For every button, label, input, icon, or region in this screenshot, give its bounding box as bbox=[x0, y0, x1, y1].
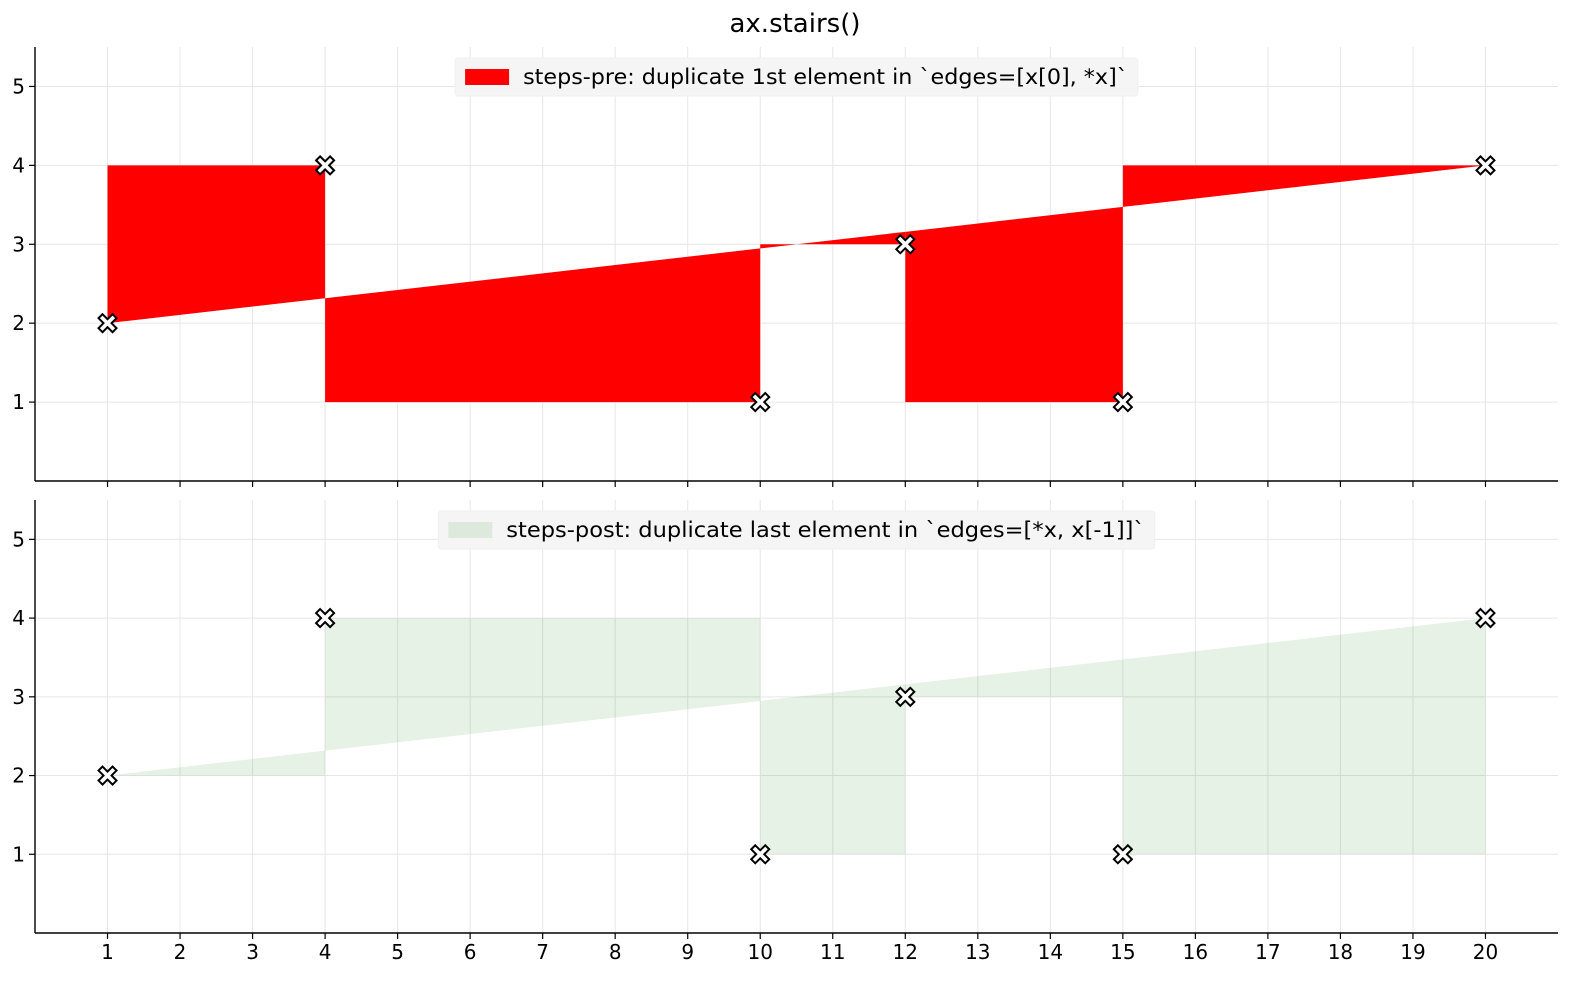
x-tick-label: 9 bbox=[681, 940, 694, 964]
data-markers bbox=[97, 154, 1496, 413]
stair-step bbox=[325, 248, 761, 403]
stair-fills bbox=[107, 618, 1486, 855]
data-point-marker bbox=[1112, 391, 1134, 413]
stair-step bbox=[107, 750, 326, 776]
stair-step bbox=[905, 659, 1123, 697]
data-point-marker bbox=[749, 391, 771, 413]
y-tick-label: 3 bbox=[12, 685, 25, 709]
x-tick-label: 7 bbox=[536, 940, 549, 964]
x-tick-label: 15 bbox=[1110, 940, 1135, 964]
x-tick-label: 4 bbox=[319, 940, 332, 964]
data-point-marker bbox=[1475, 154, 1496, 176]
x-tick-label: 2 bbox=[174, 940, 187, 964]
x-tick-label: 18 bbox=[1328, 940, 1353, 964]
x-tick-label: 1 bbox=[101, 940, 114, 964]
x-tick-label: 13 bbox=[965, 940, 990, 964]
y-tick-label: 2 bbox=[12, 311, 25, 335]
x-tick-label: 6 bbox=[464, 940, 477, 964]
y-tick-label: 5 bbox=[12, 74, 25, 98]
stair-step bbox=[760, 684, 906, 855]
stair-fills bbox=[107, 165, 1486, 403]
x-tick-label: 14 bbox=[1038, 940, 1063, 964]
x-tick-label: 10 bbox=[748, 940, 773, 964]
data-point-marker bbox=[1112, 843, 1134, 865]
legend-box bbox=[454, 57, 1139, 97]
stair-step bbox=[760, 231, 906, 249]
y-tick-label: 1 bbox=[12, 842, 25, 866]
x-tick-label: 5 bbox=[391, 940, 404, 964]
y-tick-label: 1 bbox=[12, 390, 25, 414]
data-point-marker bbox=[894, 686, 916, 708]
legend: steps-pre: duplicate 1st element in `edg… bbox=[454, 57, 1139, 97]
legend-label: steps-pre: duplicate 1st element in `edg… bbox=[523, 65, 1128, 89]
stair-step bbox=[1122, 618, 1486, 855]
data-point-marker bbox=[894, 233, 916, 255]
legend-label: steps-post: duplicate last element in `e… bbox=[506, 518, 1144, 542]
data-point-marker bbox=[97, 312, 118, 334]
y-tick-label: 2 bbox=[12, 764, 25, 788]
stair-step bbox=[1122, 165, 1486, 207]
y-tick-label: 4 bbox=[12, 153, 25, 177]
panel-pre: 1 2 3 4 5 steps-pre: duplicate 1st element in… bbox=[12, 47, 1558, 487]
x-tick-label: 16 bbox=[1183, 940, 1208, 964]
legend: steps-post: duplicate last element in `e… bbox=[437, 510, 1156, 550]
x-tick-label: 3 bbox=[246, 940, 259, 964]
x-tick-label: 17 bbox=[1255, 940, 1280, 964]
data-point-marker bbox=[1475, 607, 1496, 629]
data-point-marker bbox=[97, 765, 118, 786]
data-point-marker bbox=[314, 607, 336, 629]
x-tick-label: 19 bbox=[1400, 940, 1425, 964]
legend-swatch bbox=[465, 69, 510, 85]
legend-box bbox=[437, 510, 1156, 550]
stair-step bbox=[325, 618, 761, 751]
data-point-marker bbox=[314, 154, 336, 176]
y-tick-label: 3 bbox=[12, 232, 25, 256]
data-point-marker bbox=[749, 843, 771, 865]
x-tick-label: 8 bbox=[609, 940, 622, 964]
data-markers bbox=[97, 607, 1496, 865]
x-tick-label: 12 bbox=[893, 940, 918, 964]
x-tick-label: 20 bbox=[1473, 940, 1498, 964]
x-tick-label: 11 bbox=[820, 940, 845, 964]
grid bbox=[35, 500, 1558, 933]
figure-title: ax.stairs() bbox=[729, 9, 860, 39]
stair-step bbox=[905, 206, 1123, 403]
y-tick-label: 5 bbox=[12, 527, 25, 551]
y-tick-label: 4 bbox=[12, 606, 25, 630]
stair-step bbox=[107, 165, 326, 324]
legend-swatch bbox=[448, 522, 493, 538]
